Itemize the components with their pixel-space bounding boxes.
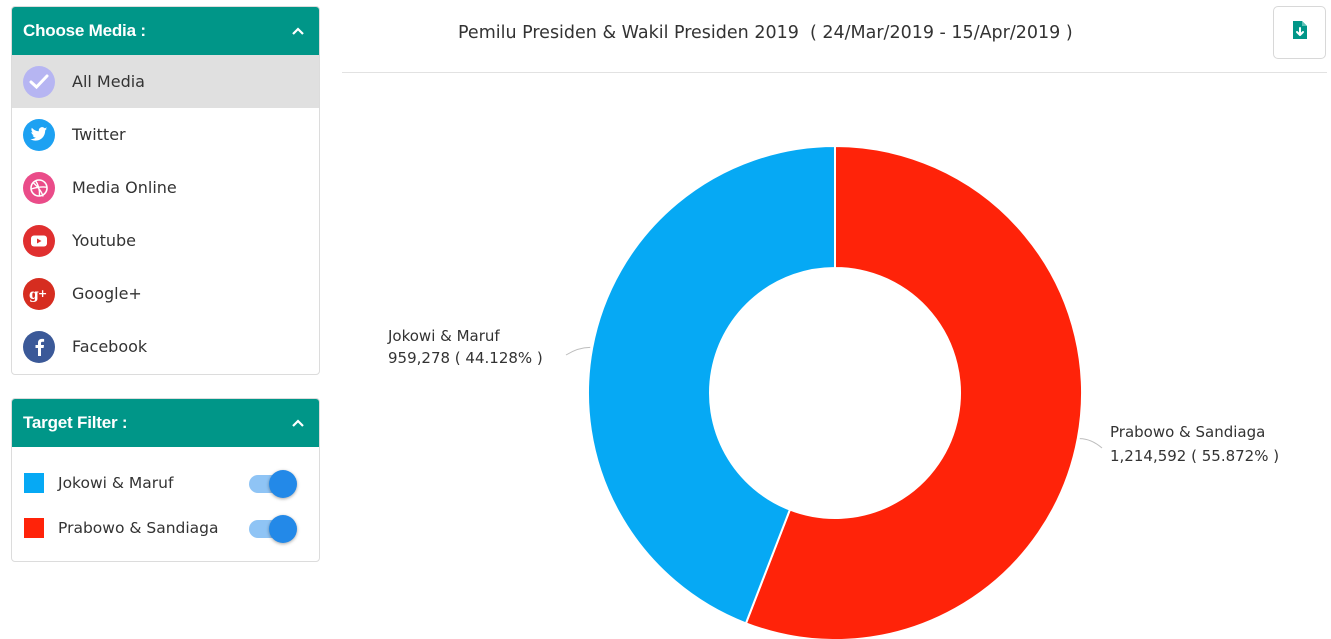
legend-swatch [24, 472, 44, 493]
filter-label: Prabowo & Sandiaga [58, 518, 219, 537]
filter-row-prabowo: Prabowo & Sandiaga [12, 505, 319, 550]
filter-toggle-jokowi[interactable] [247, 469, 297, 498]
page-title: Pemilu Presiden & Wakil Presiden 2019 ( … [458, 23, 1073, 43]
chevron-up-icon[interactable] [291, 24, 305, 38]
media-item-twitter[interactable]: Twitter [12, 108, 319, 161]
toggle-knob [269, 515, 297, 543]
series-name-label: Jokowi & Maruf [387, 327, 500, 345]
chevron-up-icon[interactable] [291, 416, 305, 430]
target-filter-header[interactable]: Target Filter : [12, 399, 319, 447]
media-item-media-online[interactable]: Media Online [12, 161, 319, 214]
twitter-icon [23, 118, 55, 151]
filter-toggle-prabowo[interactable] [247, 514, 297, 543]
legend-swatch [24, 517, 44, 538]
media-item-label: Twitter [72, 125, 126, 144]
filter-label: Jokowi & Maruf [58, 473, 174, 492]
series-name-label: Prabowo & Sandiaga [1110, 423, 1265, 441]
series-value-label: 959,278 ( 44.128% ) [388, 349, 543, 367]
series-value-label: 1,214,592 ( 55.872% ) [1110, 447, 1279, 465]
toggle-knob [269, 470, 297, 498]
choose-media-header[interactable]: Choose Media : [12, 7, 319, 55]
donut-slice-jokowi[interactable] [586, 144, 836, 625]
leader-line [565, 346, 591, 356]
youtube-icon [23, 224, 55, 257]
media-item-label: Google+ [72, 284, 142, 303]
media-item-label: Youtube [72, 231, 136, 250]
leader-line [1079, 438, 1103, 449]
media-item-google-plus[interactable]: g + Google+ [12, 267, 319, 320]
choose-media-panel: Choose Media : All Media Twitter Media O… [11, 6, 320, 375]
target-filter-panel: Target Filter : Jokowi & Maruf Prabowo &… [11, 398, 320, 562]
media-item-label: Media Online [72, 178, 177, 197]
svg-text:+: + [38, 287, 47, 300]
media-item-label: All Media [72, 72, 145, 91]
media-item-label: Facebook [72, 337, 148, 356]
download-button[interactable] [1273, 6, 1326, 59]
dribbble-icon [23, 171, 55, 204]
media-item-facebook[interactable]: Facebook [12, 320, 319, 373]
google-plus-icon: g + [23, 277, 55, 310]
header-divider [342, 72, 1327, 73]
facebook-icon [23, 330, 55, 363]
svg-text:g: g [29, 287, 39, 302]
filter-row-jokowi: Jokowi & Maruf [12, 460, 319, 505]
choose-media-title: Choose Media : [23, 21, 146, 40]
media-item-youtube[interactable]: Youtube [12, 214, 319, 267]
target-filter-title: Target Filter : [23, 413, 128, 432]
media-item-all-media[interactable]: All Media [12, 55, 319, 108]
check-icon [23, 65, 55, 98]
donut-slice-prabowo[interactable] [744, 144, 1083, 639]
download-file-icon [1292, 20, 1308, 45]
